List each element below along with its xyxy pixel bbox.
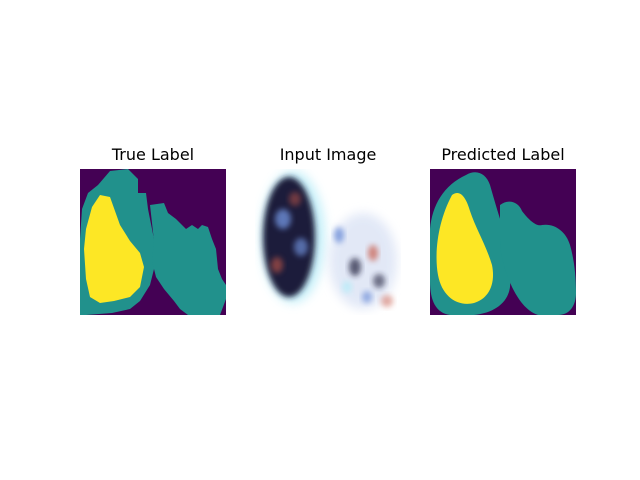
predicted-label-title: Predicted Label: [441, 145, 565, 164]
predicted-label-mask: [430, 169, 576, 315]
input-dark-cell: [261, 171, 325, 303]
true-label-title: True Label: [111, 145, 195, 164]
true-label-panel: True Label: [80, 144, 226, 315]
input-image-panel: Input Image: [255, 144, 401, 315]
input-image: [255, 169, 401, 315]
predicted-label-panel: Predicted Label: [430, 144, 576, 315]
mask-region-teal-right: [500, 201, 576, 315]
mask-region-yellow: [84, 195, 144, 303]
mask-region-teal-right: [150, 203, 226, 315]
true-label-mask: [80, 169, 226, 315]
input-image-title: Input Image: [279, 145, 377, 164]
input-light-cells: [329, 213, 397, 309]
mask-region-yellow: [436, 192, 494, 304]
